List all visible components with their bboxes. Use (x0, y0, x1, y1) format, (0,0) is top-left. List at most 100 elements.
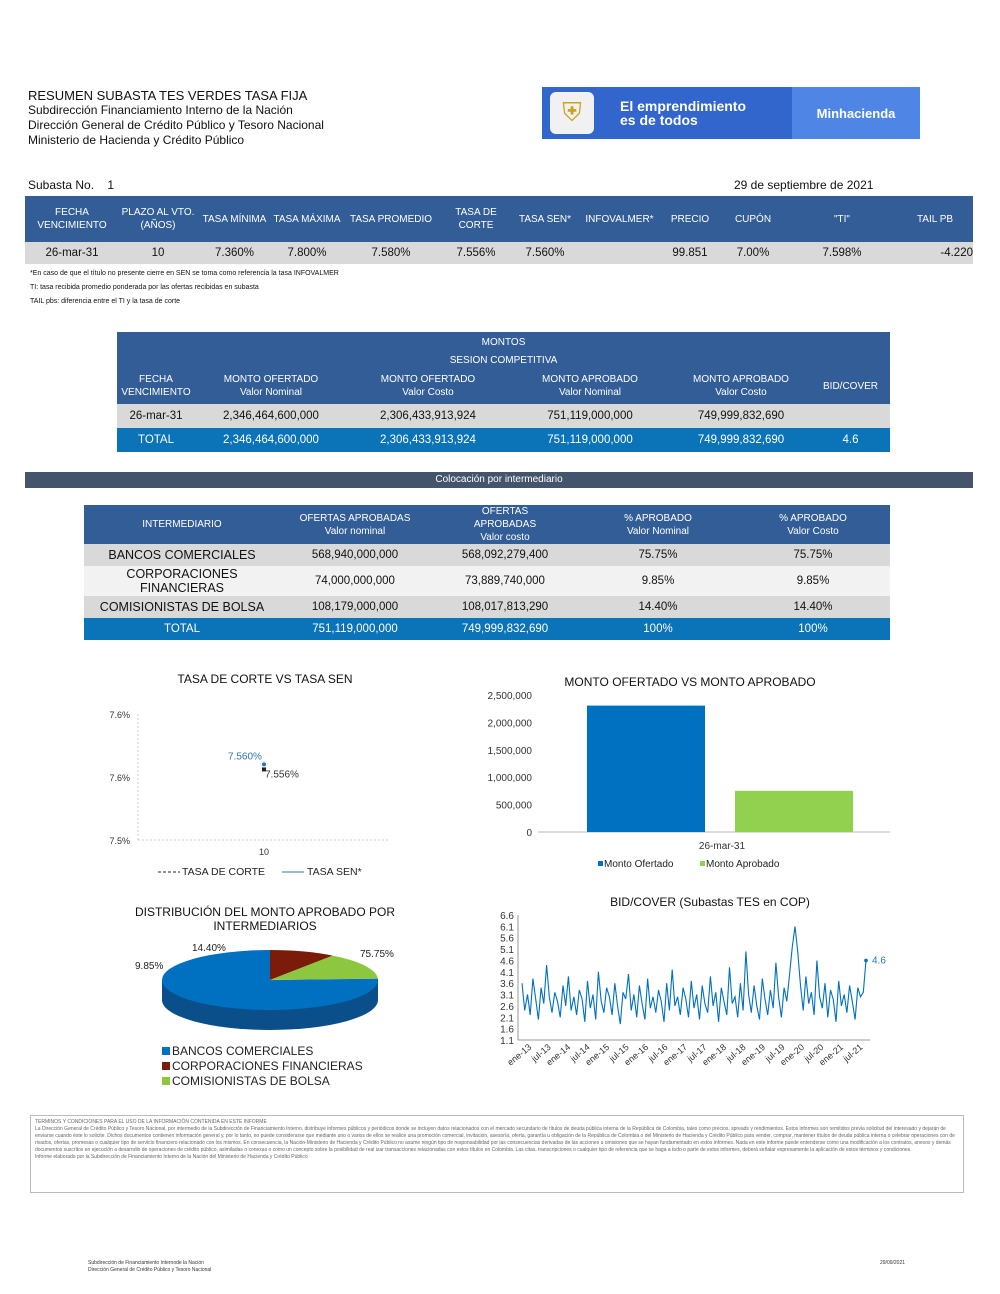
page-footer: Subdirección de Financiamiento Internode… (88, 1260, 212, 1273)
subasta-number: 1 (107, 178, 115, 192)
y-tick-label: 5.1 (500, 945, 514, 956)
pie-slice-comisionistas (270, 955, 378, 980)
montos-total-cell: 2,306,433,913,924 (347, 428, 509, 452)
montos-cell: 2,346,464,600,000 (195, 404, 347, 428)
bidcover-last-label: 4.6 (872, 955, 886, 966)
intermediary-cell: 9.85% (736, 566, 890, 596)
main-cell: -4.220 (897, 242, 973, 264)
y-tick-label: 1.6 (500, 1025, 514, 1036)
main-table-header: FECHA VENCIMIENTO PLAZO AL VTO. (AÑOS) TAS… (25, 196, 973, 242)
montos-row: 26-mar-31 2,346,464,600,000 2,306,433,913,… (117, 404, 891, 428)
legend-swatch (162, 1047, 170, 1055)
brand-slogan: El emprendimiento es de todos (620, 98, 747, 128)
montos-header-cell: MONTO OFERTADO Valor Nominal (195, 368, 347, 404)
montos-cell (811, 404, 891, 428)
montos-total-cell: 749,999,832,690 (671, 428, 811, 452)
main-header-cell: INFOVALMER* (578, 196, 661, 242)
main-cell: 7.360% (197, 242, 272, 264)
disclaimer-footer: Informe elaborado por la Subdirección de… (35, 1154, 308, 1160)
chart-monto-ofertado-vs-aprobado: 2,500,000 2,000,000 1,500,000 1,000,000 500,… (488, 691, 890, 870)
legend-label-sen: TASA SEN* (307, 866, 362, 878)
intermediary-row: COMISIONISTAS DE BOLSA 108,179,000,000 108… (84, 596, 890, 618)
y-tick-label: 4.6 (500, 956, 514, 967)
coat-of-arms-icon: ⛨ (550, 92, 594, 134)
main-header-cell: TASA PROMEDIO (342, 196, 440, 242)
disclaimer-title: TERMINOS Y CONDICIONES PARA EL USO DE LA… (35, 1119, 267, 1125)
point-tasa-corte (262, 767, 266, 772)
y-tick-label: 2.6 (500, 1002, 514, 1013)
bar-monto-aprobado (735, 790, 853, 832)
main-cell (578, 242, 661, 264)
chart-bidcover-title: BID/COVER (Subastas TES en COP) (610, 895, 810, 909)
colocacion-title: Colocación por intermediario (25, 472, 973, 488)
y-tick-label: 2,000,000 (488, 718, 533, 729)
pie-label-bancos: 75.75% (360, 949, 394, 960)
y-tick-label: 3.1 (500, 991, 514, 1002)
intermediary-cell: CORPORACIONES FINANCIERAS (84, 566, 280, 596)
intermediary-header-cell: INTERMEDIARIO (84, 505, 280, 544)
intermediary-cell: 14.40% (736, 596, 890, 618)
intermediary-cell: 14.40% (580, 596, 736, 618)
montos-total-cell: TOTAL (117, 428, 195, 452)
pie-slice-corporaciones (270, 950, 333, 980)
data-label-corte: 7.556% (265, 769, 299, 780)
legend-label: CORPORACIONES FINANCIERAS (172, 1059, 363, 1073)
y-tick-label: 3.6 (500, 979, 514, 990)
main-cell: 99.851 (661, 242, 719, 264)
intermediary-cell: 74,000,000,000 (280, 566, 430, 596)
main-cell: 10 (119, 242, 197, 264)
chart-bidcover-line: 6.66.15.65.14.64.13.63.12.62.11.61.14.6e… (500, 911, 886, 1068)
note: TI: tasa recibida promedio ponderada por… (30, 284, 259, 291)
main-cell: 7.580% (342, 242, 440, 264)
main-header-cell: TAIL PB (897, 196, 973, 242)
montos-cell: 2,306,433,913,924 (347, 404, 509, 428)
montos-header-cell: BID/COVER (811, 368, 891, 404)
footnotes: *En caso de que el título no presente ci… (30, 267, 339, 309)
subasta-label: Subasta No. 1 (28, 178, 115, 192)
intermediary-cell: 75.75% (736, 544, 890, 566)
data-label-sen: 7.560% (228, 751, 262, 762)
report-title: RESUMEN SUBASTA TES VERDES TASA FIJA (28, 88, 308, 103)
brand-name: Minhacienda (792, 87, 920, 139)
legend-swatch (162, 1062, 170, 1070)
y-tick-label: 4.1 (500, 968, 514, 979)
report-header: RESUMEN SUBASTA TES VERDES TASA FIJA Sub… (28, 88, 324, 148)
main-header-cell: PRECIO (661, 196, 719, 242)
chart-tasa-corte-vs-sen: 7.6% 7.6% 7.5% 10 7.556%7.560% TASA DE CORTE T… (109, 710, 390, 878)
subasta-date: 29 de septiembre de 2021 (734, 178, 874, 192)
x-tick-label: 10 (259, 847, 269, 857)
bidcover-last-point (864, 958, 868, 963)
montos-title: MONTOS (117, 332, 891, 352)
disclaimer-body: La Dirección General de Crédito Público … (35, 1126, 955, 1153)
intermediary-total-cell: 749,999,832,690 (430, 618, 580, 640)
legend-label: BANCOS COMERCIALES (172, 1044, 313, 1058)
montos-header-cell: MONTO APROBADO Valor Costo (671, 368, 811, 404)
montos-cell: 26-mar-31 (117, 404, 195, 428)
y-tick-label: 1,000,000 (488, 773, 533, 784)
intermediary-header-cell: OFERTAS APROBADAS Valor nominal (280, 505, 430, 544)
main-cell: 26-mar-31 (25, 242, 119, 264)
legend-label: COMISIONISTAS DE BOLSA (172, 1074, 330, 1088)
intermediary-cell: 73,889,740,000 (430, 566, 580, 596)
intermediary-table: INTERMEDIARIO OFERTAS APROBADAS Valor nomi… (84, 505, 890, 640)
montos-subtitle: SESION COMPETITIVA (117, 352, 891, 368)
y-tick-label: 1,500,000 (488, 746, 533, 757)
montos-total-cell: 2,346,464,600,000 (195, 428, 347, 452)
disclaimer-box: TERMINOS Y CONDICIONES PARA EL USO DE LA… (30, 1115, 964, 1193)
intermediary-cell: 568,940,000,000 (280, 544, 430, 566)
footer-date: 29/09/2021 (880, 1260, 906, 1266)
intermediary-cell: BANCOS COMERCIALES (84, 544, 280, 566)
chart-distribucion-title: DISTRIBUCIÓN DEL MONTO APROBADO POR INTE… (134, 905, 396, 933)
montos-total-cell: 4.6 (811, 428, 891, 452)
chart-distribucion-pie: 75.75% 9.85% 14.40% BANCOS COMERCIALESCORPO… (135, 943, 394, 1088)
y-tick-label: 6.6 (500, 911, 514, 922)
main-header-cell: CUPÓN (719, 196, 787, 242)
header-line-3: Ministerio de Hacienda y Crédito Público (28, 133, 245, 147)
legend-label-aprobado: Monto Aprobado (706, 859, 780, 870)
intermediary-cell: 108,017,813,290 (430, 596, 580, 618)
main-cell: 7.560% (512, 242, 578, 264)
main-cell: 7.00% (719, 242, 787, 264)
x-tick-label: 26-mar-31 (699, 841, 746, 852)
y-tick-label: 2,500,000 (488, 691, 533, 702)
intermediary-cell: 9.85% (580, 566, 736, 596)
